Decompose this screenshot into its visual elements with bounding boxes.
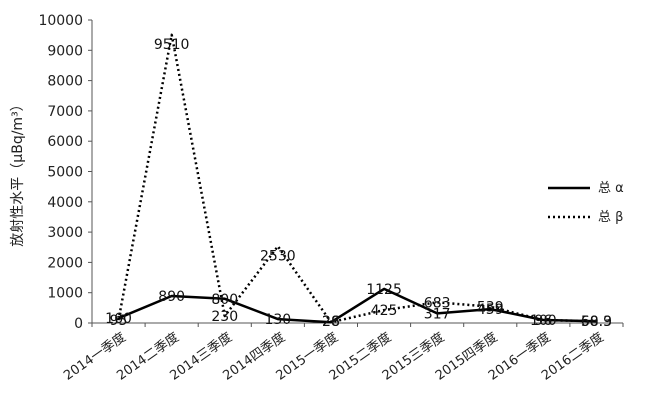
y-tick-label: 10000 [38, 13, 83, 29]
y-axis-title: 放射性水平（μBq/m³） [10, 97, 26, 246]
data-label-beta: 683 [424, 295, 451, 311]
legend-label-alpha: 总 α [598, 181, 624, 196]
legend: 总 α 总 β [548, 181, 624, 225]
data-label-beta: 425 [371, 303, 398, 319]
data-label-alpha: 800 [211, 292, 238, 308]
series-line-beta [117, 33, 597, 324]
data-label-alpha: 459 [477, 302, 504, 318]
x-axis: 2014一季度2014二季度2014三季度2014四季度2015一季度2015二… [61, 322, 624, 384]
y-tick-label: 1000 [47, 286, 83, 302]
y-tick-label: 9000 [47, 43, 83, 59]
data-label-alpha: 100 [530, 313, 557, 329]
data-label-alpha: 160 [105, 311, 132, 327]
y-tick-label: 6000 [47, 134, 83, 150]
data-label-alpha: 60.3 [581, 314, 612, 330]
data-label-alpha: 1125 [366, 282, 402, 298]
data-label-alpha: 890 [158, 289, 185, 305]
data-label-beta: 58.9 [581, 314, 612, 330]
y-tick-label: 4000 [47, 195, 83, 211]
data-label-beta: 96 [534, 313, 552, 329]
data-label-beta: 2530 [260, 248, 296, 264]
y-tick-label: 3000 [47, 225, 83, 241]
data-label-alpha: 317 [424, 306, 451, 322]
y-tick-label: 5000 [47, 165, 83, 181]
data-label-alpha: 28 [322, 314, 340, 330]
y-tick-label: 2000 [47, 255, 83, 271]
y-tick-label: 7000 [47, 104, 83, 120]
y-tick-label: 8000 [47, 74, 83, 90]
data-label-beta: 95 [110, 313, 128, 329]
data-label-beta: 9510 [154, 37, 190, 53]
data-label-alpha: 130 [264, 312, 291, 328]
data-labels: 160 890 800 130 28 1125 317 459 100 60.3 95 9510 230… [105, 37, 612, 330]
series-line-alpha [118, 287, 597, 324]
series-lines [117, 33, 597, 324]
y-tick-label: 0 [74, 316, 83, 332]
data-label-beta: 230 [211, 309, 238, 325]
y-axis: 0 1000 2000 3000 4000 5000 6000 7000 8000 9000 100… [38, 13, 93, 332]
data-label-beta: 26 [322, 314, 340, 330]
legend-label-beta: 总 β [598, 210, 623, 225]
data-label-beta: 539 [477, 300, 504, 316]
